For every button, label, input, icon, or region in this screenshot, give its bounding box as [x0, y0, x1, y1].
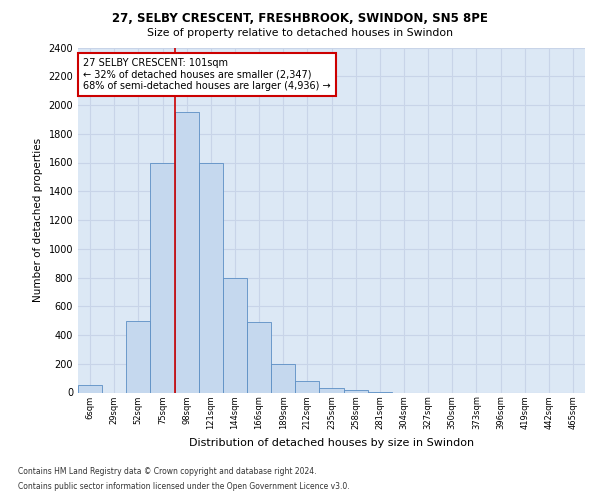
Bar [78, 386, 102, 392]
Bar [295, 381, 319, 392]
Text: Size of property relative to detached houses in Swindon: Size of property relative to detached ho… [147, 28, 453, 38]
Y-axis label: Number of detached properties: Number of detached properties [33, 138, 43, 302]
Bar [319, 388, 344, 392]
Bar [175, 112, 199, 392]
Bar [247, 322, 271, 392]
Text: 27, SELBY CRESCENT, FRESHBROOK, SWINDON, SN5 8PE: 27, SELBY CRESCENT, FRESHBROOK, SWINDON,… [112, 12, 488, 26]
Bar [223, 278, 247, 392]
Text: Contains public sector information licensed under the Open Government Licence v3: Contains public sector information licen… [18, 482, 350, 491]
Bar [126, 320, 151, 392]
Bar [151, 162, 175, 392]
X-axis label: Distribution of detached houses by size in Swindon: Distribution of detached houses by size … [189, 438, 474, 448]
Text: 27 SELBY CRESCENT: 101sqm
← 32% of detached houses are smaller (2,347)
68% of se: 27 SELBY CRESCENT: 101sqm ← 32% of detac… [83, 58, 331, 91]
Bar [344, 390, 368, 392]
Text: Contains HM Land Registry data © Crown copyright and database right 2024.: Contains HM Land Registry data © Crown c… [18, 467, 317, 476]
Bar [199, 162, 223, 392]
Bar [271, 364, 295, 392]
